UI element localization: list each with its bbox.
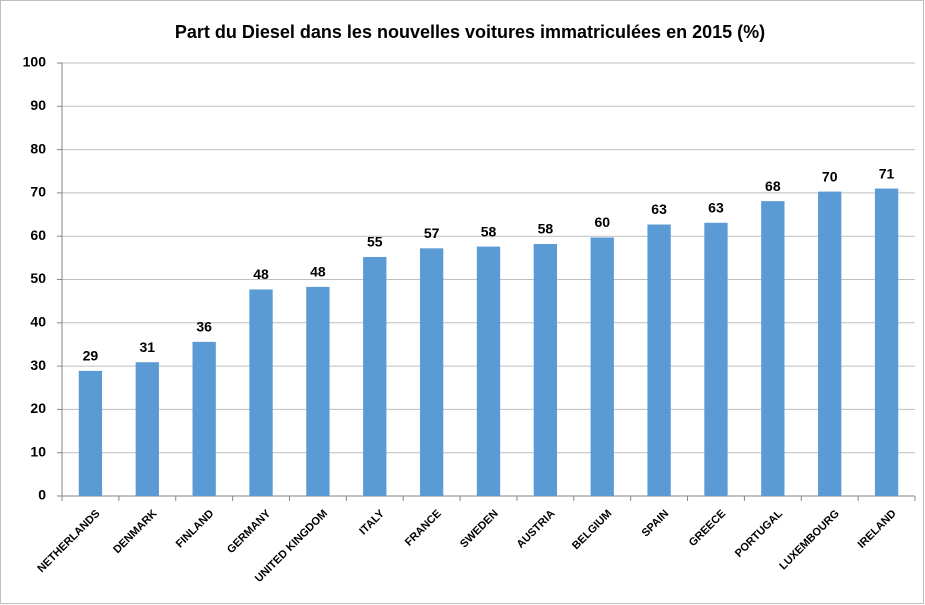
y-tick-label: 100 bbox=[23, 54, 47, 70]
chart-title: Part du Diesel dans les nouvelles voitur… bbox=[175, 22, 765, 42]
bar bbox=[761, 201, 785, 496]
bar bbox=[590, 237, 614, 496]
y-tick-label: 80 bbox=[30, 140, 46, 156]
y-tick-label: 30 bbox=[30, 357, 46, 373]
bar bbox=[135, 362, 159, 496]
bar bbox=[874, 188, 899, 496]
bar bbox=[419, 248, 444, 496]
y-tick-label: 70 bbox=[30, 184, 46, 200]
bar bbox=[818, 191, 842, 496]
data-label: 63 bbox=[651, 201, 667, 217]
bar bbox=[704, 222, 728, 497]
data-label: 29 bbox=[83, 348, 99, 364]
data-label: 71 bbox=[879, 165, 895, 181]
data-label: 55 bbox=[367, 234, 383, 250]
bar bbox=[249, 289, 273, 496]
data-label: 58 bbox=[538, 221, 554, 237]
data-label: 31 bbox=[140, 339, 156, 355]
data-label: 63 bbox=[708, 199, 724, 215]
y-tick-label: 60 bbox=[30, 227, 46, 243]
data-label: 70 bbox=[822, 168, 838, 184]
data-label: 58 bbox=[481, 223, 497, 239]
data-label: 48 bbox=[253, 266, 269, 282]
bar bbox=[363, 256, 387, 496]
data-label: 68 bbox=[765, 178, 781, 194]
y-tick-label: 40 bbox=[30, 314, 46, 330]
bar bbox=[533, 243, 558, 496]
bar bbox=[647, 224, 671, 496]
bar bbox=[476, 246, 501, 496]
bar bbox=[78, 370, 103, 496]
data-label: 36 bbox=[196, 319, 212, 335]
y-tick-label: 0 bbox=[38, 487, 46, 503]
y-tick-label: 20 bbox=[30, 400, 46, 416]
bar bbox=[306, 286, 330, 496]
y-tick-label: 10 bbox=[30, 443, 46, 459]
bar bbox=[192, 341, 216, 496]
data-label: 60 bbox=[594, 214, 610, 230]
data-label: 57 bbox=[424, 225, 440, 241]
data-label: 48 bbox=[310, 264, 326, 280]
y-tick-label: 50 bbox=[30, 270, 46, 286]
y-tick-label: 90 bbox=[30, 97, 46, 113]
